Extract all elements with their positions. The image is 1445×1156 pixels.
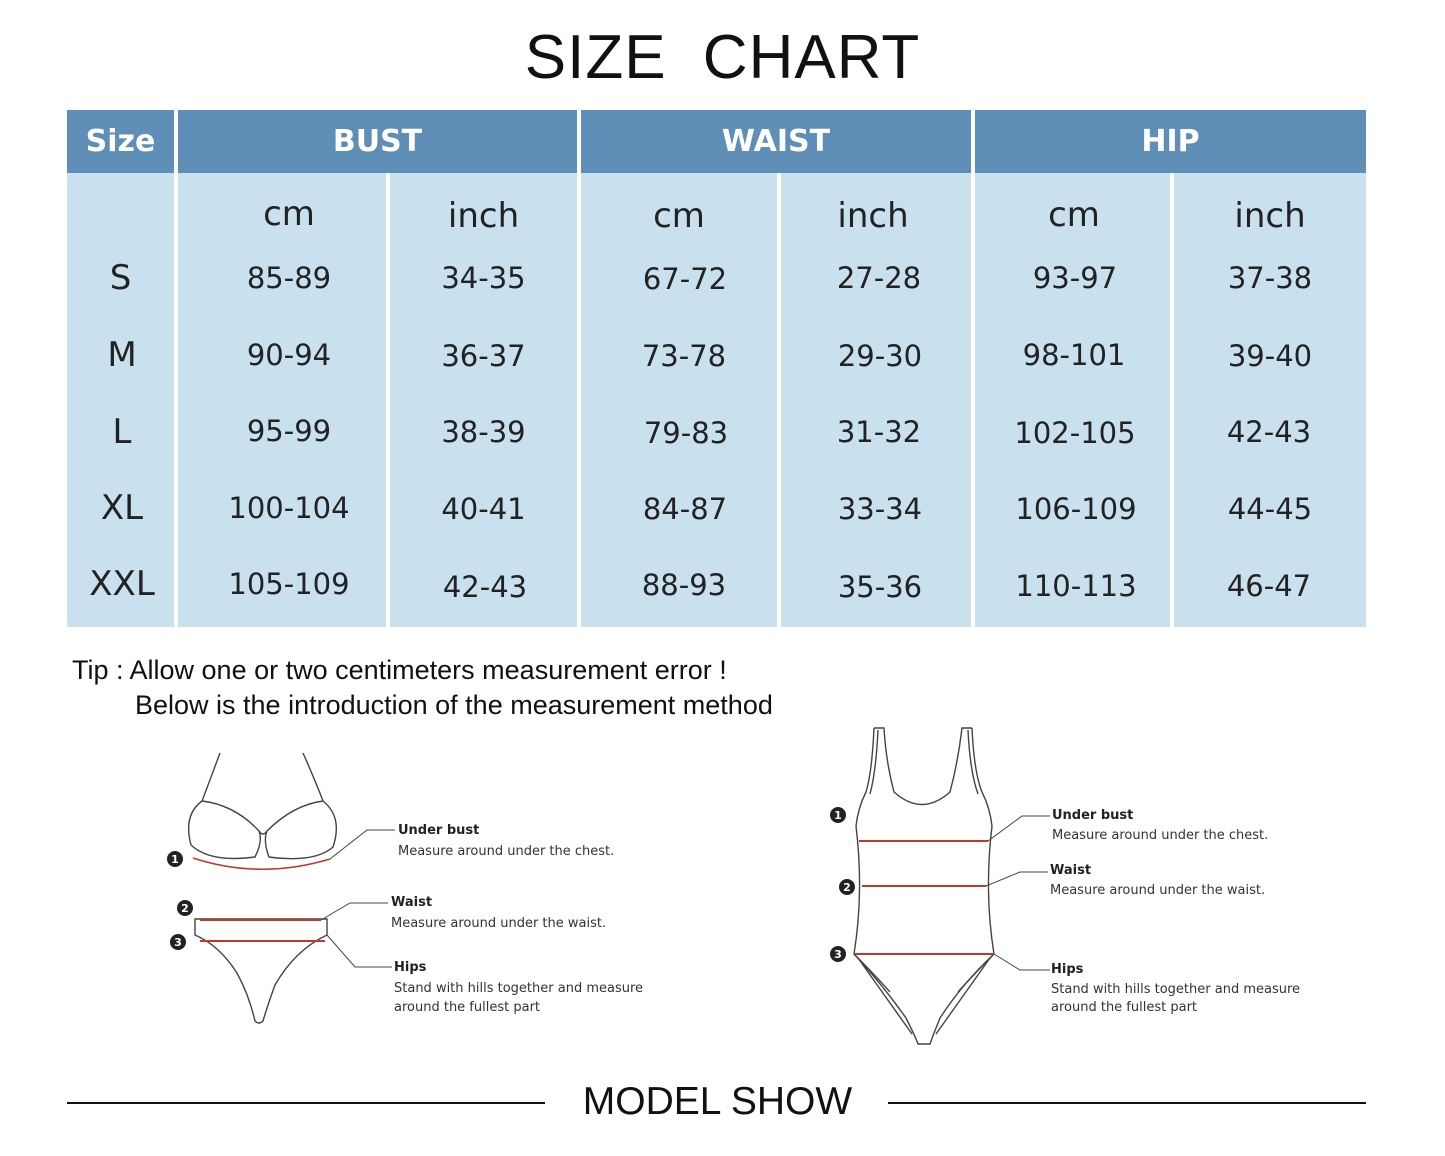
- value-xxl-waist-inch: 35-36: [837, 570, 923, 604]
- svg-text:2: 2: [181, 902, 189, 915]
- bikini-measurement-diagram: 1 2 3: [167, 752, 395, 1024]
- value-xl-hip-cm: 106-109: [1015, 492, 1137, 526]
- value-l-hip-cm: 102-105: [1014, 416, 1136, 450]
- value-xxl-hip-cm: 110-113: [1015, 569, 1137, 603]
- bikini-waist-desc: Measure around under the waist.: [391, 916, 607, 931]
- header-size: Size: [67, 110, 174, 173]
- onepiece-marker-2: 2: [839, 879, 855, 895]
- svg-text:2: 2: [843, 881, 851, 894]
- unit-bust-inch: inch: [447, 196, 520, 236]
- value-m-waist-cm: 73-78: [641, 339, 727, 373]
- column-waist-cm: [581, 173, 777, 627]
- unit-bust-cm: cm: [263, 194, 315, 234]
- unit-waist-cm: cm: [653, 196, 705, 236]
- bikini-hips-desc-1: Stand with hills together and measure: [394, 981, 644, 996]
- value-xl-bust-inch: 40-41: [441, 492, 526, 526]
- tip-line-1: Tip : Allow one or two centimeters measu…: [72, 655, 727, 685]
- value-l-waist-cm: 79-83: [643, 416, 729, 450]
- header-waist: WAIST: [581, 110, 971, 173]
- value-s-waist-cm: 67-72: [642, 262, 728, 296]
- header-size-label: Size: [85, 124, 156, 159]
- value-s-hip-cm: 93-97: [1032, 261, 1118, 295]
- under-bust-line: [192, 857, 331, 871]
- value-s-bust-cm: 85-89: [246, 261, 332, 295]
- model-show-heading: MODEL SHOW: [582, 1080, 853, 1123]
- value-l-bust-inch: 38-39: [441, 415, 526, 449]
- size-label-xxl: XXL: [89, 564, 155, 604]
- value-xxl-hip-inch: 46-47: [1226, 569, 1312, 603]
- value-xxl-waist-cm: 88-93: [641, 568, 727, 602]
- size-label-s: S: [109, 258, 132, 298]
- onepiece-hips-title: Hips: [1051, 962, 1084, 977]
- value-m-hip-inch: 39-40: [1227, 339, 1313, 373]
- value-l-waist-inch: 31-32: [836, 415, 922, 449]
- column-hip-cm: [975, 173, 1170, 627]
- column-bust-cm: [178, 173, 386, 627]
- svg-text:1: 1: [834, 809, 842, 822]
- value-xl-hip-inch: 44-45: [1227, 492, 1313, 526]
- value-m-waist-inch: 29-30: [837, 339, 923, 373]
- value-xxl-bust-inch: 42-43: [442, 570, 528, 604]
- onepiece-hips-desc-1: Stand with hills together and measure: [1051, 982, 1301, 997]
- header-bust: BUST: [178, 110, 577, 173]
- size-label-m: M: [107, 335, 137, 375]
- bikini-under-bust-title: Under bust: [398, 823, 480, 838]
- bikini-hips-title: Hips: [394, 960, 427, 975]
- header-hip: HIP: [975, 110, 1366, 173]
- svg-text:1: 1: [171, 853, 179, 866]
- svg-text:3: 3: [834, 948, 842, 961]
- unit-hip-cm: cm: [1048, 195, 1100, 235]
- onepiece-marker-1: 1: [830, 807, 846, 823]
- onepiece-under-bust-title: Under bust: [1052, 808, 1134, 823]
- unit-hip-inch: inch: [1234, 196, 1306, 236]
- size-label-l: L: [112, 412, 132, 452]
- value-s-bust-inch: 34-35: [441, 261, 526, 295]
- column-waist-inch: [781, 173, 971, 627]
- value-s-waist-inch: 27-28: [836, 261, 922, 295]
- value-xl-bust-cm: 100-104: [228, 491, 350, 525]
- bikini-waist-title: Waist: [391, 895, 433, 910]
- onepiece-waist-desc: Measure around under the waist.: [1050, 883, 1266, 898]
- size-label-xl: XL: [100, 488, 144, 528]
- footer-divider-right: [888, 1102, 1366, 1104]
- header-hip-label: HIP: [1141, 124, 1200, 159]
- value-m-bust-cm: 90-94: [246, 338, 332, 372]
- column-bust-inch: [390, 173, 577, 627]
- header-bust-label: BUST: [332, 124, 423, 159]
- value-s-hip-inch: 37-38: [1227, 261, 1313, 295]
- value-l-bust-cm: 95-99: [246, 414, 332, 448]
- value-l-hip-inch: 42-43: [1226, 415, 1312, 449]
- page-title: SIZE CHART: [524, 23, 921, 92]
- value-xl-waist-inch: 33-34: [837, 492, 923, 526]
- column-hip-inch: [1174, 173, 1366, 627]
- column-size: [67, 173, 174, 627]
- onepiece-hips-desc-2: around the fullest part: [1051, 1000, 1198, 1015]
- unit-waist-inch: inch: [837, 196, 909, 236]
- value-xxl-bust-cm: 105-109: [228, 567, 350, 601]
- tip-line-2: Below is the introduction of the measure…: [135, 690, 773, 720]
- bikini-under-bust-desc: Measure around under the chest.: [398, 844, 615, 859]
- onepiece-measurement-diagram: 1 2 3: [830, 727, 1050, 1045]
- value-m-bust-inch: 36-37: [441, 339, 526, 373]
- bikini-marker-3: 3: [170, 934, 186, 950]
- bikini-marker-1: 1: [167, 851, 183, 867]
- onepiece-waist-title: Waist: [1050, 863, 1092, 878]
- size-chart-table: Size BUST WAIST HIP cm inch cm inch cm i…: [67, 110, 1366, 627]
- value-m-hip-cm: 98-101: [1022, 338, 1126, 372]
- onepiece-marker-3: 3: [830, 946, 846, 962]
- footer-divider-left: [67, 1102, 545, 1104]
- svg-text:3: 3: [174, 936, 182, 949]
- onepiece-under-bust-desc: Measure around under the chest.: [1052, 828, 1269, 843]
- value-xl-waist-cm: 84-87: [642, 492, 728, 526]
- header-waist-label: WAIST: [721, 124, 831, 159]
- bikini-marker-2: 2: [177, 900, 193, 916]
- bikini-hips-desc-2: around the fullest part: [394, 1000, 541, 1015]
